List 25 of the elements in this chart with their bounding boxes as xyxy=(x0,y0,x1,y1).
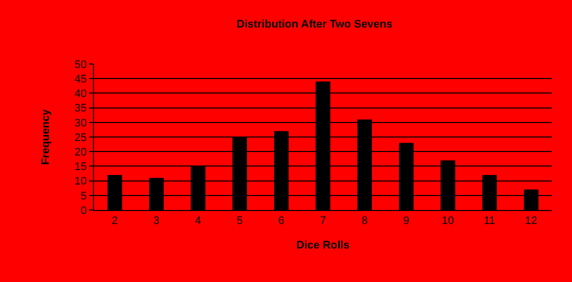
x-tick-label: 11 xyxy=(484,215,496,228)
y-tick-label: 50 xyxy=(74,58,87,71)
y-tick-label: 10 xyxy=(74,176,87,188)
x-tick-label: 2 xyxy=(112,215,118,228)
x-tick-label: 3 xyxy=(153,215,160,228)
y-tick-label: 0 xyxy=(80,204,87,217)
x-tick-label: 4 xyxy=(195,215,202,228)
y-axis-title: Frequency xyxy=(40,108,52,165)
x-axis-title: Dice Rolls xyxy=(296,239,350,252)
chart-title: Distribution After Two Sevens xyxy=(236,18,393,30)
x-tick-label: 9 xyxy=(403,215,410,228)
x-tick-label: 12 xyxy=(525,215,538,228)
x-tick-label: 7 xyxy=(320,215,326,228)
y-tick-label: 20 xyxy=(74,146,87,158)
y-tick-label: 15 xyxy=(74,161,87,174)
y-tick-label: 30 xyxy=(74,117,87,130)
y-tick-label: 5 xyxy=(80,190,87,202)
x-tick-label: 8 xyxy=(362,215,368,228)
y-tick-label: 40 xyxy=(74,88,87,100)
y-tick-label: 25 xyxy=(74,132,87,144)
y-tick-label: 45 xyxy=(74,73,87,86)
x-tick-label: 6 xyxy=(278,215,284,228)
x-tick-label: 10 xyxy=(442,215,454,228)
y-tick-label: 35 xyxy=(74,102,87,115)
x-tick-label: 5 xyxy=(236,215,243,228)
